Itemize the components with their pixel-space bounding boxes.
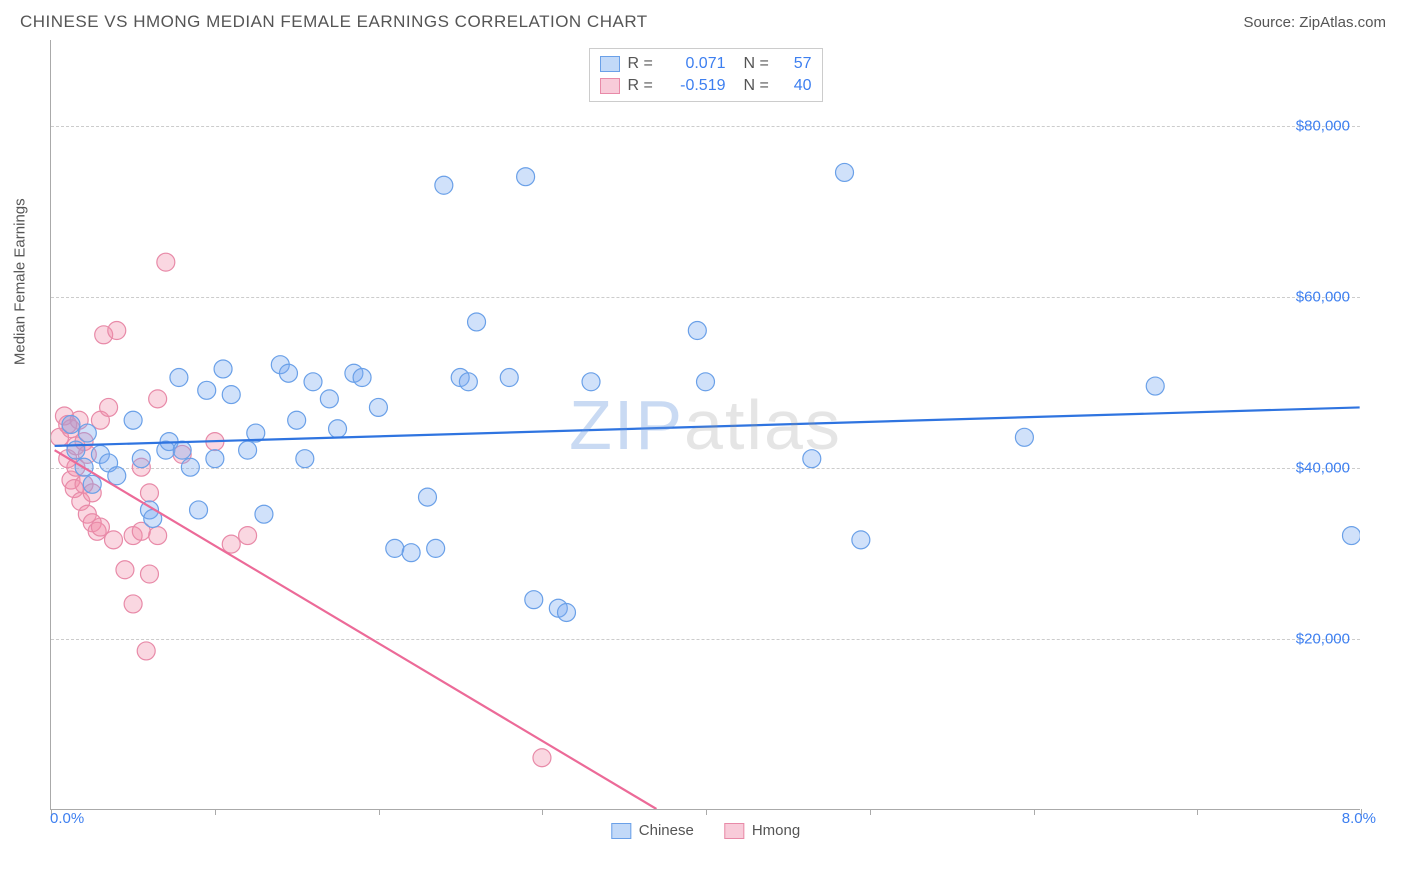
legend-n-value: 57 (782, 55, 812, 73)
data-point-chinese (132, 450, 150, 468)
data-point-chinese (427, 539, 445, 557)
data-point-chinese (239, 441, 257, 459)
data-point-chinese (468, 313, 486, 331)
legend-swatch (600, 56, 620, 72)
data-point-hmong (116, 561, 134, 579)
data-point-chinese (353, 369, 371, 387)
data-point-hmong (222, 535, 240, 553)
legend-r-value: -0.519 (666, 77, 726, 95)
trend-line-hmong (55, 450, 657, 809)
x-axis: 0.0% 8.0% (50, 810, 1386, 840)
legend-r-label: R = (628, 77, 658, 95)
data-point-chinese (1146, 377, 1164, 395)
data-point-chinese (288, 411, 306, 429)
data-point-chinese (435, 176, 453, 194)
data-point-chinese (83, 475, 101, 493)
data-point-chinese (190, 501, 208, 519)
x-tick-label-max: 8.0% (1342, 810, 1376, 827)
legend-r-value: 0.071 (666, 55, 726, 73)
data-point-chinese (124, 411, 142, 429)
data-point-chinese (181, 458, 199, 476)
data-point-chinese (697, 373, 715, 391)
data-point-chinese (296, 450, 314, 468)
data-point-hmong (137, 642, 155, 660)
data-point-chinese (803, 450, 821, 468)
data-point-hmong (100, 398, 118, 416)
data-point-chinese (1015, 428, 1033, 446)
data-point-chinese (279, 364, 297, 382)
legend-correlation-row: R = 0.071 N = 57 (600, 53, 812, 75)
data-point-hmong (239, 527, 257, 545)
data-point-chinese (525, 591, 543, 609)
data-point-chinese (320, 390, 338, 408)
data-point-chinese (67, 441, 85, 459)
data-point-chinese (304, 373, 322, 391)
legend-n-value: 40 (782, 77, 812, 95)
data-point-hmong (140, 484, 158, 502)
data-point-hmong (140, 565, 158, 583)
data-point-chinese (558, 603, 576, 621)
data-point-chinese (517, 168, 535, 186)
legend-n-label: N = (744, 55, 774, 73)
data-point-hmong (533, 749, 551, 767)
y-axis-label: Median Female Earnings (12, 198, 29, 365)
x-tick-label-min: 0.0% (50, 810, 84, 827)
data-point-chinese (78, 424, 96, 442)
data-point-hmong (157, 253, 175, 271)
data-point-chinese (418, 488, 436, 506)
data-point-chinese (170, 369, 188, 387)
data-point-chinese (688, 322, 706, 340)
chart-title: CHINESE VS HMONG MEDIAN FEMALE EARNINGS … (20, 12, 648, 32)
data-point-chinese (62, 416, 80, 434)
data-point-chinese (582, 373, 600, 391)
legend-correlation: R = 0.071 N = 57 R = -0.519 N = 40 (589, 48, 823, 102)
data-point-chinese (255, 505, 273, 523)
plot-area: R = 0.071 N = 57 R = -0.519 N = 40 ZIPat… (50, 40, 1360, 810)
data-point-chinese (329, 420, 347, 438)
data-point-chinese (108, 467, 126, 485)
data-point-chinese (386, 539, 404, 557)
chart-container: Median Female Earnings R = 0.071 N = 57 … (50, 40, 1386, 840)
chart-header: CHINESE VS HMONG MEDIAN FEMALE EARNINGS … (0, 0, 1406, 40)
data-point-chinese (836, 163, 854, 181)
data-point-chinese (459, 373, 477, 391)
data-point-chinese (198, 381, 216, 399)
chart-source: Source: ZipAtlas.com (1243, 14, 1386, 31)
data-point-chinese (852, 531, 870, 549)
data-point-chinese (222, 386, 240, 404)
data-point-chinese (173, 441, 191, 459)
data-point-chinese (206, 450, 224, 468)
data-point-chinese (1342, 527, 1360, 545)
data-point-hmong (108, 322, 126, 340)
data-point-hmong (105, 531, 123, 549)
scatter-plot-svg (51, 40, 1360, 809)
legend-correlation-row: R = -0.519 N = 40 (600, 75, 812, 97)
data-point-chinese (369, 398, 387, 416)
data-point-chinese (402, 544, 420, 562)
data-point-hmong (149, 390, 167, 408)
data-point-hmong (124, 595, 142, 613)
data-point-hmong (149, 527, 167, 545)
legend-r-label: R = (628, 55, 658, 73)
data-point-chinese (500, 369, 518, 387)
data-point-chinese (214, 360, 232, 378)
legend-swatch (600, 78, 620, 94)
legend-n-label: N = (744, 77, 774, 95)
